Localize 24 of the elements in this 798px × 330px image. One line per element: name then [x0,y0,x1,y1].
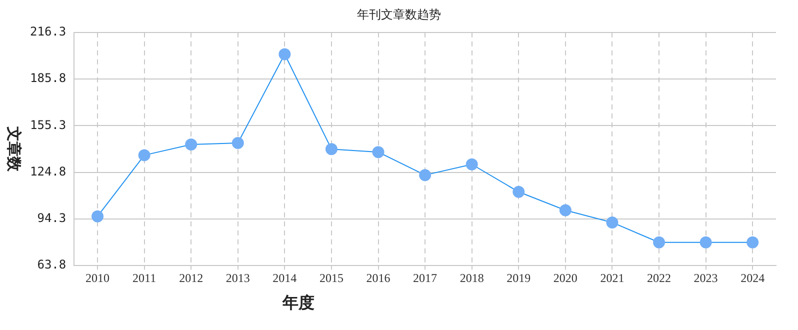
x-tick-label: 2018 [460,270,484,285]
x-tick-label: 2012 [179,270,204,285]
x-tick-label: 2019 [506,270,531,285]
y-tick-label: 63.8 [37,258,66,272]
y-axis-title: 文章数 [5,126,24,172]
x-tick-label: 2022 [647,270,672,285]
x-tick-label: 2014 [272,270,297,285]
x-tick-label: 2024 [740,270,765,285]
x-tick-label: 2011 [132,270,156,285]
x-axis-title: 年度 [282,293,315,312]
y-tick-label: 124.8 [30,164,66,178]
y-tick-label: 185.8 [30,71,66,86]
y-tick-label: 216.3 [30,24,66,39]
x-tick-label: 2023 [694,270,718,285]
y-tick-label: 155.3 [30,118,66,132]
x-tick-label: 2017 [413,270,438,285]
x-tick-label: 2013 [226,270,250,285]
x-tick-label: 2015 [319,270,344,285]
y-tick-label: 94.3 [37,211,66,226]
x-tick-label: 2016 [366,270,390,285]
x-tick-label: 2010 [86,270,110,285]
x-tick-label: 2021 [600,270,624,285]
x-tick-label: 2020 [553,270,578,285]
chart-title: 年刊文章数趋势 [357,7,441,22]
